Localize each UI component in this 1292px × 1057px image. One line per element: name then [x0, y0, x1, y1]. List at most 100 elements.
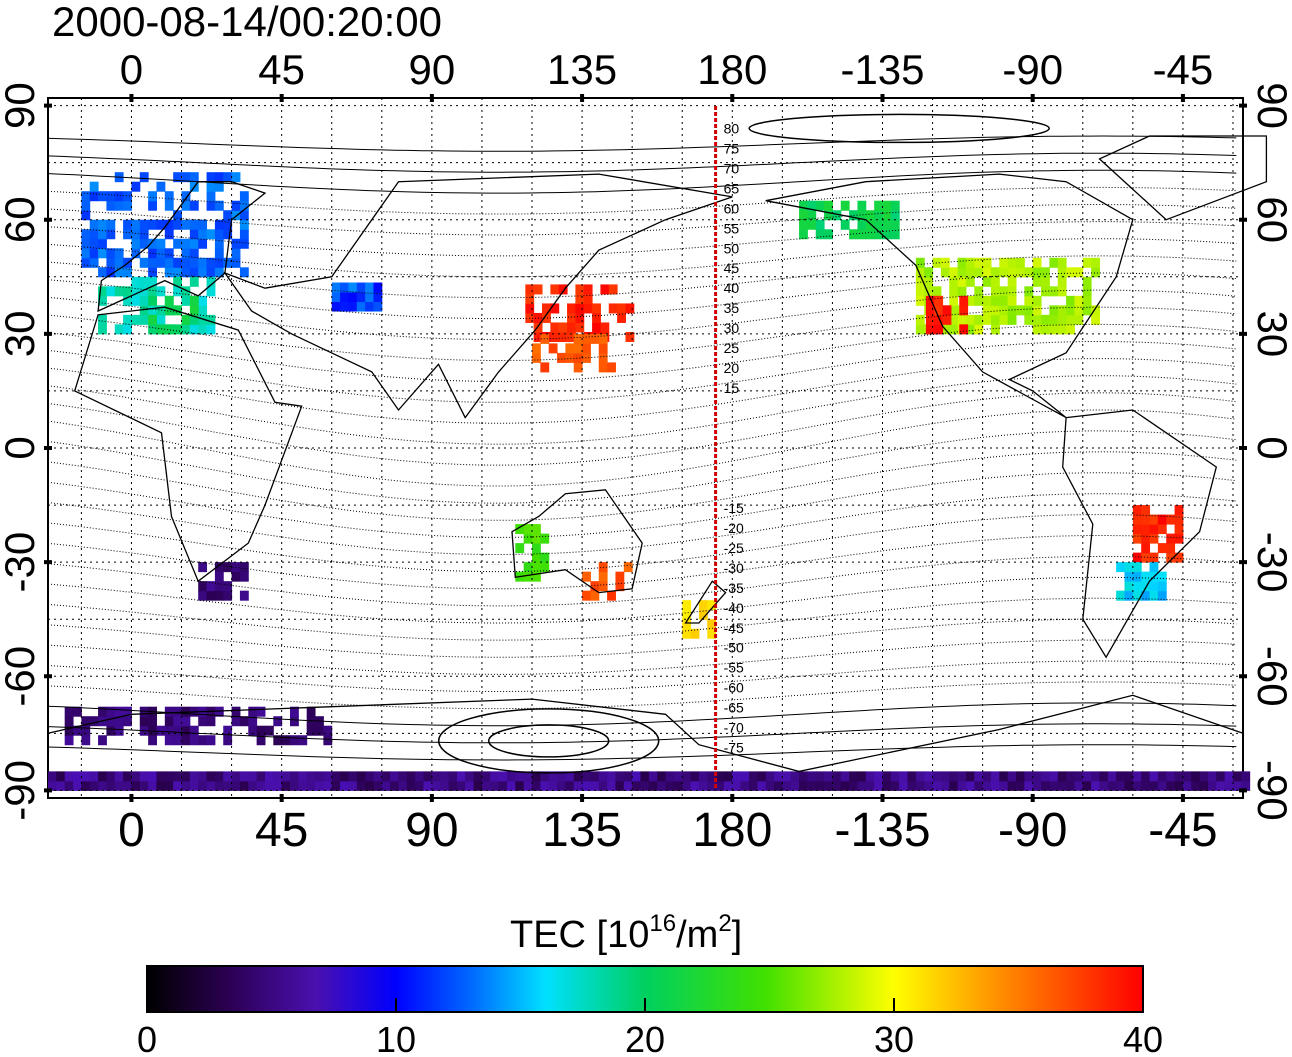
tec-cell [356, 301, 366, 312]
tec-cell [1057, 286, 1067, 297]
tec-cell [723, 771, 733, 782]
tec-cell [214, 229, 224, 240]
tec-cell [239, 771, 249, 782]
tec-cell [156, 305, 166, 316]
tec-cell [617, 312, 626, 323]
tec-cell [525, 284, 535, 295]
tec-cell [98, 706, 107, 717]
tec-cell [139, 257, 149, 268]
tec-cell [540, 333, 550, 344]
tec-cell [840, 771, 850, 782]
tec-cell [1141, 505, 1151, 516]
tec-cell [799, 771, 808, 782]
tec-cell [982, 276, 992, 287]
tec-cell [542, 303, 551, 314]
tec-cell [73, 706, 82, 717]
tec-cell [248, 725, 258, 736]
tec-cell [273, 716, 283, 727]
tec-cell [331, 780, 341, 791]
tec-cell [1041, 276, 1050, 287]
contour-label: 70 [724, 160, 740, 176]
contour-label: 25 [724, 340, 740, 356]
tec-cell [807, 780, 817, 791]
tec-cell [665, 771, 675, 782]
tec-cell [239, 191, 249, 202]
tec-cell [1082, 780, 1092, 791]
colorbar-tick-label: 30 [874, 1019, 914, 1057]
contour-label: -20 [724, 520, 744, 536]
tec-cell [1141, 552, 1151, 563]
tec-cell [1057, 780, 1067, 791]
tec-cell [106, 725, 116, 736]
tec-cell [181, 735, 191, 746]
right-latitude-tick-label: 30 [1249, 311, 1292, 358]
tec-cell [782, 780, 792, 791]
tec-cell [114, 716, 124, 727]
tec-cell [81, 248, 91, 259]
tec-cell [214, 172, 224, 183]
contour-label: 35 [724, 300, 740, 316]
tec-cell [248, 716, 258, 727]
tec-cell [131, 219, 141, 230]
tec-cell [1082, 771, 1092, 782]
tec-cell [740, 780, 750, 791]
tec-cell [214, 267, 224, 278]
tec-cell [423, 780, 433, 791]
tec-cell [573, 343, 583, 354]
tec-cell [214, 257, 224, 268]
tec-cell [607, 771, 616, 782]
tec-cell [934, 324, 944, 335]
tec-cell [139, 771, 149, 782]
tec-cell [1141, 780, 1151, 791]
tec-cell [189, 780, 199, 791]
tec-cell [214, 771, 224, 782]
tec-cell [782, 771, 792, 782]
tec-cell [189, 238, 199, 249]
tec-cell [214, 706, 224, 717]
tec-cell [373, 771, 383, 782]
tec-cell [81, 735, 91, 746]
tec-cell [81, 257, 91, 268]
colorbar-tick-label: 10 [376, 1019, 416, 1057]
tec-cell [582, 771, 591, 782]
tec-cell [181, 295, 191, 306]
tec-cell [532, 543, 541, 554]
tec-cell [89, 219, 99, 230]
tec-cell [523, 562, 533, 573]
contour-label: 65 [724, 180, 740, 196]
tec-cell [1132, 780, 1142, 791]
tec-cell [682, 609, 692, 620]
tec-cell [239, 229, 249, 240]
map-grid [48, 98, 1243, 798]
tec-cell [1157, 543, 1167, 554]
tec-cell [164, 191, 174, 202]
tec-cell [965, 314, 975, 325]
colorbar-tick-label: 40 [1123, 1019, 1163, 1057]
magnetic-contour [47, 169, 1237, 194]
tec-cell [106, 716, 116, 727]
tec-cell [106, 200, 116, 211]
tec-cell [824, 200, 833, 211]
tec-cell [131, 248, 141, 259]
tec-cell [623, 562, 633, 573]
tec-cell [139, 314, 149, 325]
left-frame-tick [44, 674, 52, 679]
colorbar-label-sup1: 16 [649, 910, 676, 937]
tec-cell [189, 735, 199, 746]
tec-cell [857, 229, 867, 240]
tec-cell [840, 219, 850, 230]
tec-cell [114, 248, 124, 259]
tec-cell [832, 210, 842, 221]
tec-cell [239, 267, 249, 278]
tec-cell [331, 301, 341, 312]
colorbar-label: TEC [1016/m2] [510, 910, 742, 956]
tec-cell [131, 238, 141, 249]
tec-cell [431, 771, 441, 782]
tec-cell [348, 771, 358, 782]
contour-label: -25 [724, 540, 744, 556]
contour-label: -65 [724, 700, 744, 716]
tec-cell [264, 780, 274, 791]
tec-cell [1032, 324, 1042, 335]
tec-cell [558, 284, 568, 295]
tec-cell [1016, 257, 1025, 268]
